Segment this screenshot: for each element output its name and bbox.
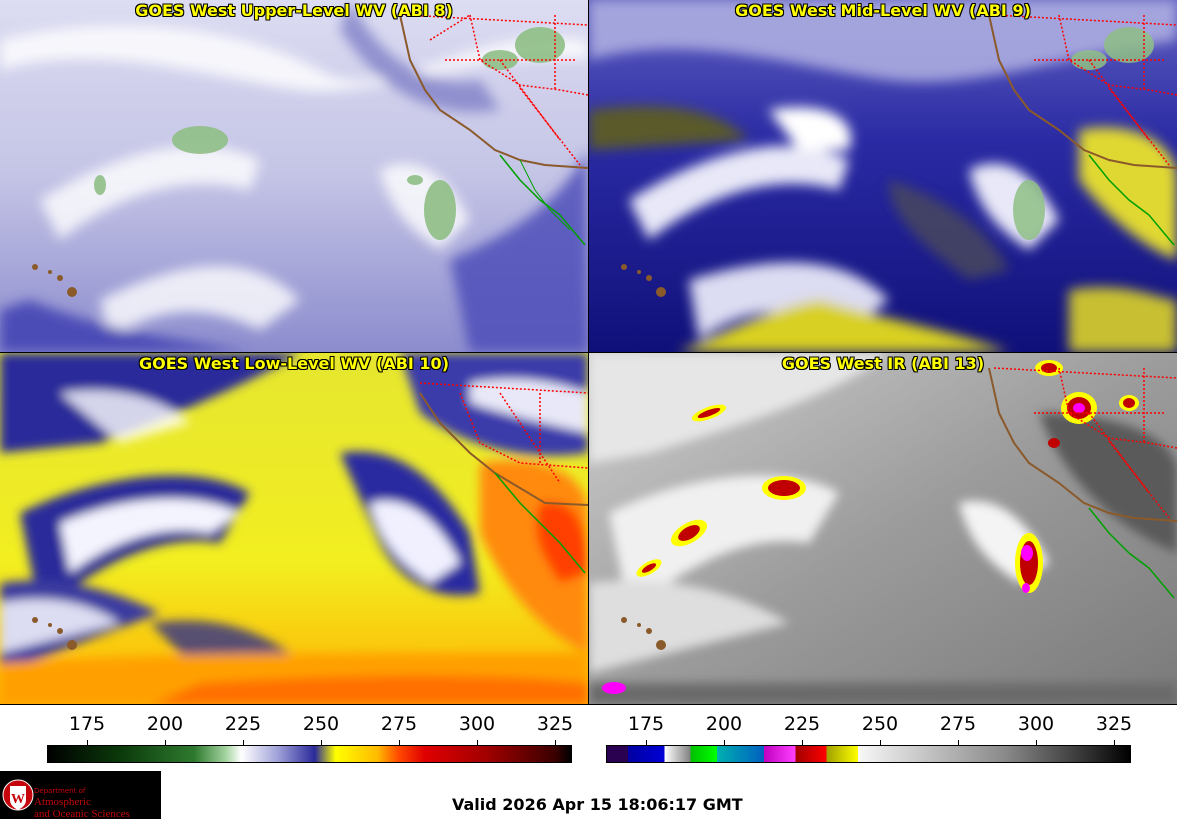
mid-level-wv-image — [589, 0, 1177, 352]
panel-title: GOES West Upper-Level WV (ABI 8) — [135, 1, 453, 20]
valid-time-label: Valid 2026 Apr 15 18:06:17 GMT — [452, 795, 743, 814]
ir-colorbar-tick: 300 — [1017, 713, 1055, 735]
wv-colorbar-scale — [47, 745, 572, 763]
panel-title: GOES West Low-Level WV (ABI 10) — [138, 354, 449, 373]
mid-level-wv-panel: GOES West Mid-Level WV (ABI 9) — [589, 0, 1177, 352]
panel-bottom-border — [0, 704, 1177, 705]
ir-colorbar-tick: 325 — [1095, 713, 1133, 735]
ir-colorbar-tick: 250 — [861, 713, 899, 735]
svg-text:W: W — [11, 792, 25, 807]
uw-aos-logo: W Department of Atmospheric and Oceanic … — [0, 771, 161, 820]
upper-level-wv-panel: GOES West Upper-Level WV (ABI 8) — [0, 0, 588, 352]
logo-line1: Department of — [34, 787, 86, 795]
ir-colorbar: 175 200 225 250 275 300 325 — [606, 713, 1133, 765]
ir-colorbar-tick: 225 — [783, 713, 821, 735]
wv-colorbar-tick: 200 — [146, 713, 184, 735]
wv-colorbar-tick: 225 — [224, 713, 262, 735]
ir-colorbar-scale — [606, 745, 1131, 763]
wv-colorbar-tick: 275 — [380, 713, 418, 735]
panel-divider-horizontal — [0, 352, 1177, 353]
uw-crest-icon: W — [2, 779, 34, 811]
panel-title: GOES West IR (ABI 13) — [781, 354, 985, 373]
ir-colorbar-tick: 175 — [627, 713, 665, 735]
logo-line2: Atmospheric — [34, 796, 91, 808]
ir-colorbar-tick: 200 — [705, 713, 743, 735]
upper-level-wv-image — [0, 0, 588, 352]
wv-colorbar-tick: 300 — [458, 713, 496, 735]
low-level-wv-image — [0, 353, 588, 705]
wv-colorbar-tick: 325 — [536, 713, 574, 735]
low-level-wv-panel: GOES West Low-Level WV (ABI 10) — [0, 353, 588, 705]
ir-image — [589, 353, 1177, 705]
wv-colorbar-tick: 175 — [68, 713, 106, 735]
wv-colorbar: 175 200 225 250 275 300 325 — [47, 713, 574, 765]
wv-colorbar-tick: 250 — [302, 713, 340, 735]
ir-colorbar-tick: 275 — [939, 713, 977, 735]
logo-line3: and Oceanic Sciences — [34, 808, 130, 820]
panel-title: GOES West Mid-Level WV (ABI 9) — [735, 1, 1031, 20]
ir-panel: GOES West IR (ABI 13) — [589, 353, 1177, 705]
